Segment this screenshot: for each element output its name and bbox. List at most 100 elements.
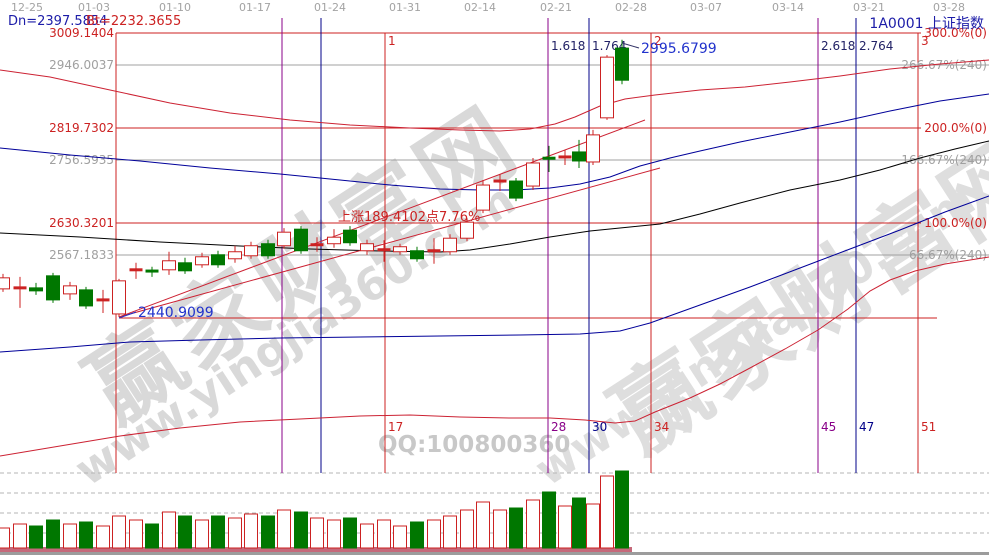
volume-bar [63,523,77,549]
candle-doji-dash [96,298,110,302]
candle[interactable] [558,149,572,165]
fib-day-label: 45 [821,420,836,434]
candle[interactable] [615,39,629,85]
candle-doji-dash [377,248,391,252]
volume-bar [178,515,192,549]
candle-body [79,289,93,307]
percent-axis-label: 266.67%(240) [901,58,987,72]
candle[interactable] [211,250,225,268]
date-label: 03-07 [690,1,722,14]
candle[interactable] [13,276,27,308]
fib-ratio-label: 2 [654,34,662,48]
date-label: 02-28 [615,1,647,14]
candle-doji-dash [542,156,556,160]
price-axis-label: 3009.1404 [49,26,114,40]
candle[interactable] [261,239,275,259]
candle[interactable] [195,252,209,268]
candle[interactable] [79,286,93,309]
ma-red-upper [0,59,989,132]
candle-body [294,228,308,252]
candle-body [0,277,10,290]
candle[interactable] [112,278,126,317]
candle[interactable] [393,243,407,255]
candle-doji-dash [310,243,324,247]
candle[interactable] [377,240,391,262]
candle-body [360,243,374,252]
candle[interactable] [343,226,357,246]
fan-line-2 [118,167,661,318]
candle[interactable] [427,238,441,264]
price-axis-label: 2819.7302 [49,121,114,135]
date-label: 12-25 [11,1,43,14]
candle-body [178,262,192,272]
percent-axis-label: 66.67%(240) [909,248,987,262]
date-label: 01-24 [314,1,346,14]
candle[interactable] [244,241,258,259]
candle[interactable] [572,139,586,168]
volume-bar [145,523,159,549]
percent-axis-label: 200.0%(0) [924,121,987,135]
date-label: 01-17 [239,1,271,14]
candle[interactable] [327,229,341,248]
volume-bar [96,525,110,549]
volume-bar [542,491,556,549]
ma-blue-lower [0,195,989,353]
volume-bar [162,511,176,549]
volume-bar [410,521,424,549]
percent-axis-label: 166.67%(240) [901,153,987,167]
volume-bar [360,523,374,549]
date-label: 02-21 [540,1,572,14]
volume-bar [112,515,126,549]
volume-bar [476,501,490,549]
candle[interactable] [178,257,192,274]
volume-bar [377,519,391,549]
candle[interactable] [63,281,77,300]
candle[interactable] [162,251,176,275]
candle[interactable] [509,178,523,202]
candle[interactable] [277,228,291,249]
percent-axis-label: 300.0%(0) [924,26,987,40]
candle-body [195,256,209,266]
candle[interactable] [360,239,374,255]
date-label: 01-31 [389,1,421,14]
candle[interactable] [460,218,474,242]
volume-bar [493,509,507,549]
date-label: 03-14 [772,1,804,14]
candle[interactable] [410,246,424,262]
fib-ratio-label: 1 [388,34,396,48]
watermark-url: www.yingjia360.com [526,174,984,496]
volume-bar [261,515,275,549]
candle[interactable] [29,282,43,295]
candle[interactable] [129,262,143,279]
candle[interactable] [0,273,10,292]
volume-bar [443,515,457,549]
volume-bar [615,470,629,549]
candle-body [476,184,490,211]
candle-body [343,229,357,244]
candle[interactable] [310,237,324,252]
candle-body [615,47,629,81]
candle[interactable] [443,234,457,255]
candle-body [393,246,407,253]
candle[interactable] [493,174,507,192]
candle[interactable] [96,289,110,313]
candle[interactable] [586,129,600,165]
candle-body [29,287,43,292]
candle[interactable] [542,145,556,173]
candle-body [572,151,586,162]
candle[interactable] [476,180,490,214]
candle[interactable] [145,266,159,277]
volume-bar [600,475,614,549]
candle[interactable] [526,157,540,191]
ma-blue-upper [0,93,989,191]
candle[interactable] [46,272,60,303]
candle[interactable] [294,226,308,254]
volume-bar [294,511,308,549]
candle[interactable] [600,55,614,120]
volume-bar [327,519,341,549]
candle[interactable] [228,245,242,263]
candle-body [600,56,614,119]
watermark-brand: 赢家财富网 [69,87,538,444]
candle-body [410,250,424,260]
